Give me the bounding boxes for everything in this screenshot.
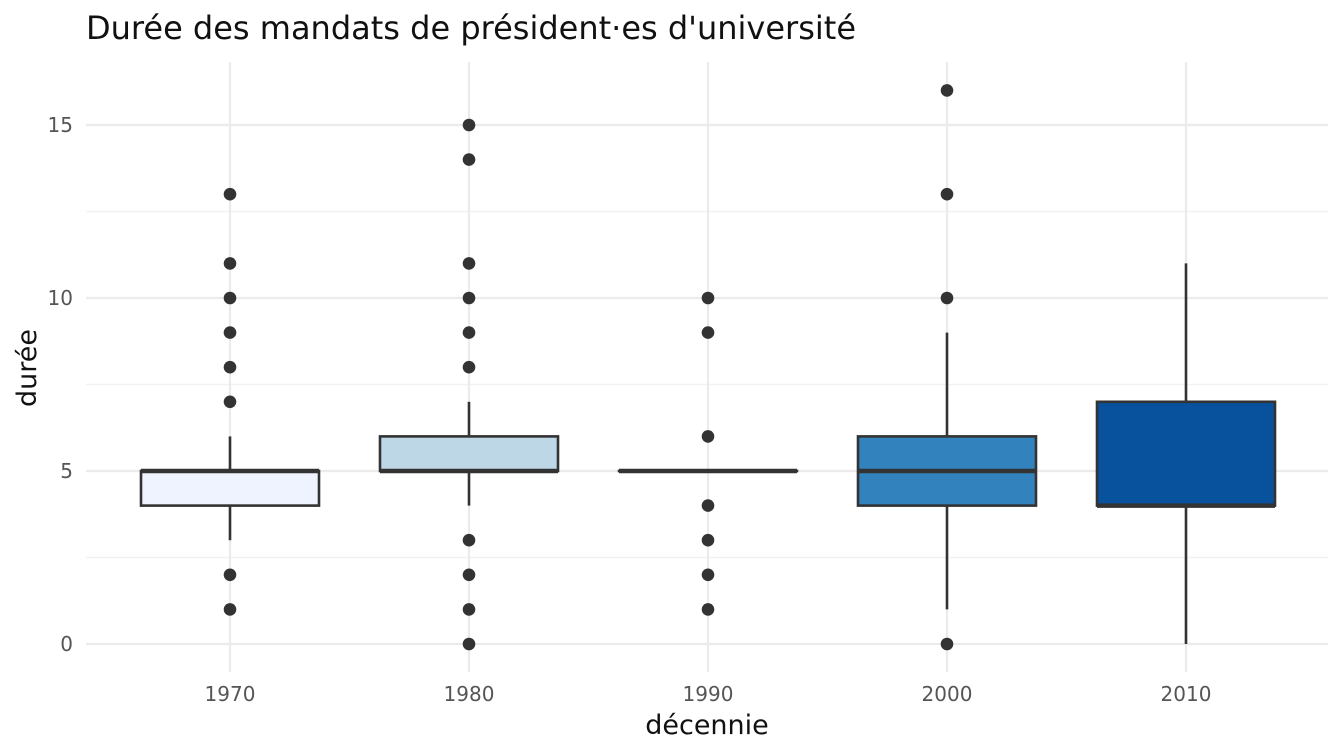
outlier-point xyxy=(223,291,237,305)
x-tick-label: 2000 xyxy=(922,682,973,706)
x-tick-label: 1980 xyxy=(444,682,495,706)
y-tick-label: 5 xyxy=(60,459,73,483)
outlier-point xyxy=(701,603,715,616)
box-iqr xyxy=(378,435,560,473)
y-tick-label: 10 xyxy=(48,286,73,310)
outlier-point xyxy=(701,326,715,339)
outlier-point xyxy=(940,291,954,305)
outlier-point xyxy=(223,568,237,582)
box-2010 xyxy=(1095,263,1277,644)
boxes xyxy=(139,84,1277,651)
outlier-point xyxy=(223,395,237,409)
outlier-point xyxy=(940,84,954,97)
outlier-point xyxy=(223,360,237,374)
x-tick-labels: 1970 1980 1990 2000 2010 xyxy=(205,682,1212,706)
box-1990 xyxy=(617,291,799,616)
outlier-point xyxy=(701,430,715,443)
outlier-point xyxy=(462,568,476,582)
outlier-point xyxy=(940,187,954,201)
box-2000 xyxy=(856,84,1038,651)
outlier-point xyxy=(462,360,476,374)
outlier-point xyxy=(940,637,954,651)
y-axis-title: durée xyxy=(12,329,43,407)
outlier-point xyxy=(223,257,237,270)
outlier-point xyxy=(701,533,715,547)
outlier-point xyxy=(462,603,476,616)
outlier-point xyxy=(462,118,476,132)
outlier-point xyxy=(701,568,715,582)
y-tick-label: 0 xyxy=(60,632,73,656)
outlier-point xyxy=(462,153,476,166)
box-1970 xyxy=(139,187,321,616)
box-1980 xyxy=(378,118,560,651)
outlier-point xyxy=(462,533,476,547)
x-tick-label: 1970 xyxy=(205,682,256,706)
box-iqr xyxy=(139,469,321,507)
outlier-point xyxy=(223,326,237,339)
chart-title: Durée des mandats de président·es d'univ… xyxy=(86,9,856,47)
outlier-point xyxy=(701,499,715,512)
x-axis-title: décennie xyxy=(645,710,769,741)
outlier-point xyxy=(462,326,476,339)
y-tick-labels: 0 5 10 15 xyxy=(48,113,73,656)
outlier-point xyxy=(462,257,476,270)
box-iqr xyxy=(1095,400,1277,507)
outlier-point xyxy=(462,637,476,651)
x-tick-label: 1990 xyxy=(683,682,734,706)
outlier-point xyxy=(223,603,237,616)
x-tick-label: 2010 xyxy=(1161,682,1212,706)
outlier-point xyxy=(701,291,715,305)
outlier-point xyxy=(223,187,237,201)
y-tick-label: 15 xyxy=(48,113,73,137)
outlier-point xyxy=(462,291,476,305)
